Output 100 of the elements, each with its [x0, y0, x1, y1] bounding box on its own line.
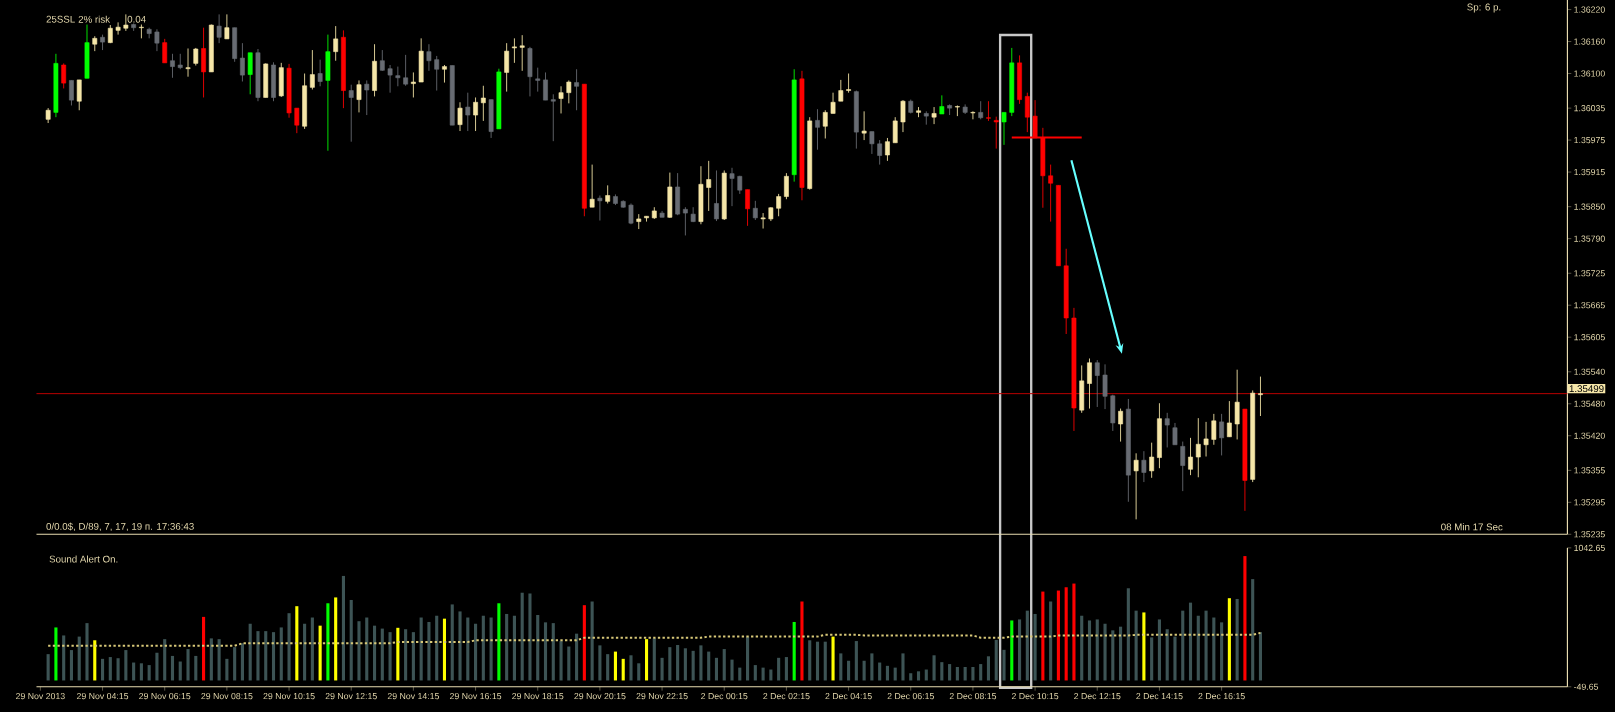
candlestick: [1203, 421, 1209, 457]
candlestick: [877, 139, 883, 166]
bar: [1049, 601, 1053, 681]
bar: [248, 623, 252, 681]
y-tick-label: 1.35605: [1574, 334, 1605, 341]
bar: [753, 665, 757, 681]
candlestick: [1164, 412, 1170, 448]
bar: [202, 616, 206, 681]
candlestick: [61, 62, 67, 89]
bar: [116, 658, 120, 681]
candlestick: [1211, 413, 1217, 446]
bar: [334, 597, 338, 681]
candlestick: [185, 48, 191, 78]
candlestick: [294, 107, 300, 134]
candlestick: [411, 71, 416, 98]
candlestick: [1234, 369, 1240, 440]
bar: [1173, 636, 1177, 681]
candlestick: [519, 34, 525, 72]
candlestick: [574, 68, 579, 111]
bar: [644, 639, 649, 681]
bar: [1087, 620, 1092, 681]
candlestick: [846, 73, 851, 94]
bar: [170, 655, 175, 681]
y-tick-label: 1.36220: [1574, 6, 1605, 13]
bar: [1150, 637, 1154, 681]
bar: [1157, 619, 1161, 681]
bar: [963, 666, 967, 681]
candlestick: [752, 200, 758, 221]
candlestick: [931, 106, 937, 125]
bar: [147, 665, 151, 681]
bar: [295, 606, 299, 681]
x-tick-label: 29 Nov 08:15: [201, 693, 253, 700]
bar: [1033, 613, 1037, 681]
candlestick: [714, 170, 719, 222]
candlestick: [861, 110, 867, 141]
candlestick: [216, 13, 222, 44]
bar: [163, 639, 167, 681]
bar: [1251, 579, 1255, 681]
y-tick-label: 1.35480: [1574, 400, 1605, 407]
y-tick-label: 1.35850: [1574, 203, 1605, 210]
bar: [606, 654, 610, 681]
bar: [1103, 623, 1107, 681]
x-tick-label: 29 Nov 12:15: [325, 693, 377, 700]
candlestick: [970, 110, 976, 120]
bar: [746, 636, 750, 681]
candlestick: [954, 105, 960, 117]
candlestick: [201, 27, 206, 98]
bar: [46, 654, 50, 681]
candlestick: [558, 85, 564, 114]
candlestick: [1102, 363, 1108, 410]
bar: [100, 658, 105, 681]
candlestick: [1118, 408, 1123, 443]
candlestick: [309, 49, 315, 90]
bar: [847, 660, 851, 681]
candlestick: [1180, 441, 1186, 492]
bar: [155, 652, 159, 681]
candlestick: [550, 93, 556, 142]
bar: [435, 615, 439, 681]
bar: [396, 627, 400, 681]
candlestick: [993, 116, 999, 150]
x-tick-label: 29 Nov 18:15: [512, 693, 564, 700]
bar: [839, 653, 843, 681]
bar: [1220, 622, 1224, 681]
bar: [730, 659, 734, 681]
bar: [738, 667, 742, 681]
candlestick: [348, 84, 354, 143]
candlestick: [76, 79, 82, 111]
bar: [909, 673, 913, 681]
bar: [1080, 615, 1084, 681]
candlestick: [978, 100, 984, 120]
bar: [1204, 610, 1208, 681]
candlestick: [682, 206, 688, 236]
bar: [217, 639, 221, 681]
candlestick: [706, 160, 712, 212]
bar: [132, 662, 136, 681]
candlestick: [1001, 111, 1007, 146]
bar: [543, 622, 548, 681]
y-tick-label: 1.35355: [1574, 467, 1605, 474]
bar: [505, 613, 509, 681]
bar: [54, 627, 58, 681]
candlestick: [364, 79, 370, 116]
candlestick: [939, 94, 945, 115]
bar: [450, 604, 454, 681]
bar: [707, 651, 711, 681]
bar: [85, 623, 89, 681]
candlestick: [480, 85, 486, 122]
candlestick: [815, 108, 820, 151]
candlestick: [442, 64, 447, 83]
bar: [668, 647, 672, 681]
bar: [784, 657, 788, 681]
candlestick: [317, 59, 323, 87]
candlestick: [885, 137, 890, 162]
candlestick: [1141, 450, 1147, 483]
y-tick-label: 1.35295: [1574, 499, 1605, 506]
x-tick-label: 29 Nov 16:15: [449, 693, 502, 700]
bar: [419, 617, 423, 681]
bar: [1188, 602, 1193, 681]
annotation: Sp: 6 p.: [1467, 3, 1501, 13]
candlestick: [123, 13, 129, 32]
bar: [1165, 629, 1169, 681]
